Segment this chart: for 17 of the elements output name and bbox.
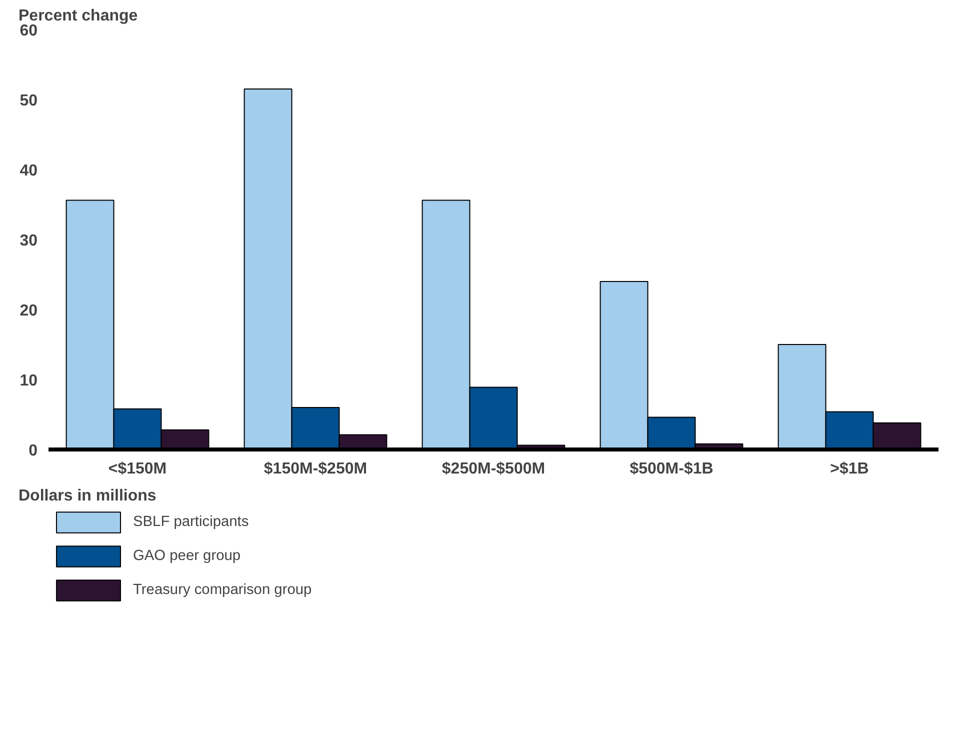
x-tick-label: $500M-$1B (630, 460, 714, 478)
y-tick-label: 20 (20, 302, 38, 320)
x-tick-label: $150M-$250M (264, 460, 368, 478)
x-tick-label: $250M-$500M (442, 460, 546, 478)
x-tick-label: >$1B (830, 460, 869, 478)
y-tick-label: 50 (20, 92, 38, 110)
y-tick-label: 0 (28, 442, 38, 460)
legend-label: Treasury comparison group (133, 582, 312, 598)
y-tick-label: 10 (20, 372, 38, 390)
legend-label: SBLF participants (133, 514, 249, 530)
y-tick-label: 40 (20, 162, 38, 180)
y-axis-title: Percent change (18, 8, 138, 24)
x-tick-label: <$150M (108, 460, 167, 478)
legend-label: GAO peer group (133, 548, 241, 564)
x-axis-title: Dollars in millions (18, 488, 156, 504)
y-tick-label: 60 (20, 22, 38, 40)
y-tick-label: 30 (20, 232, 38, 250)
